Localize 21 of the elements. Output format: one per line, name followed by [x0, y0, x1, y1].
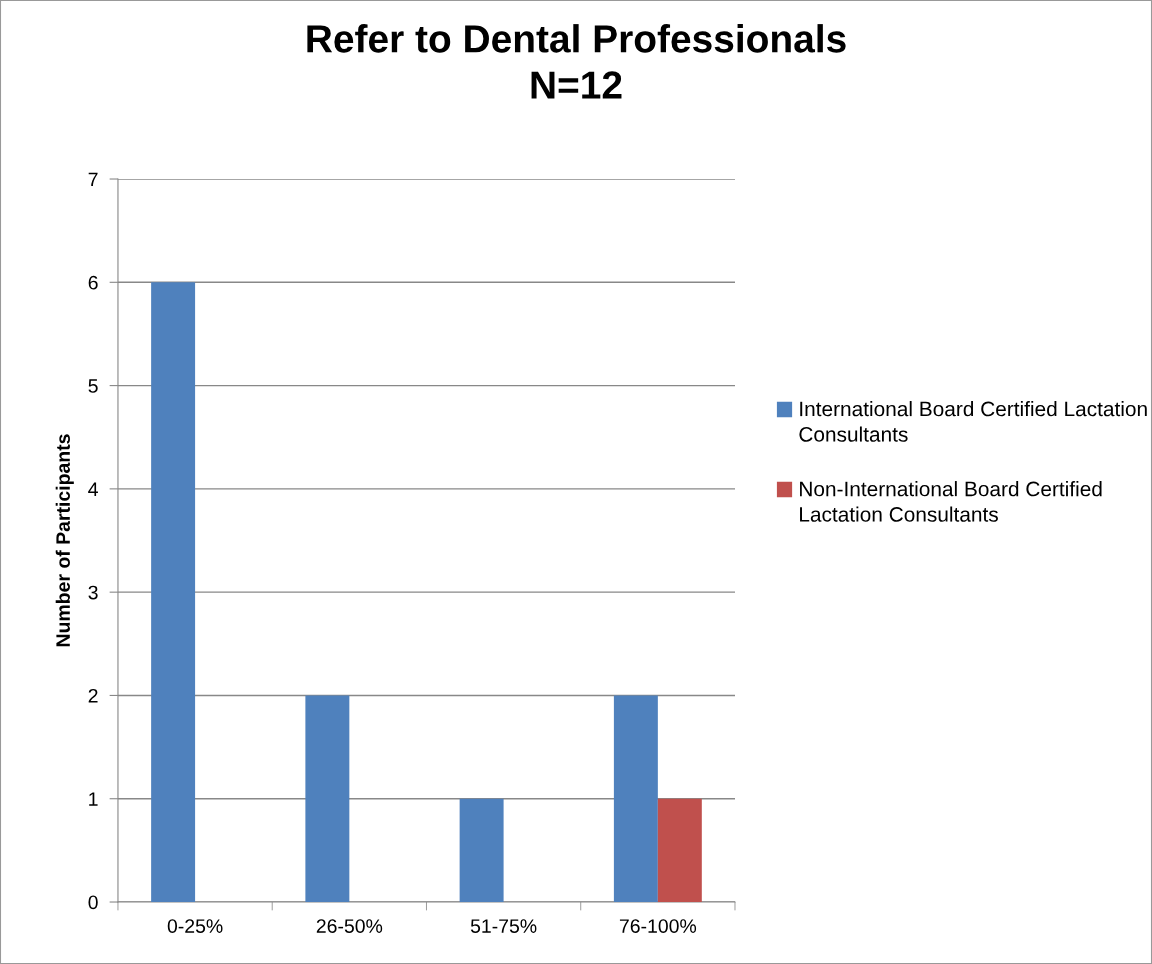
x-tick-label: 51-75%	[470, 919, 537, 933]
y-axis-title: Number of Participants	[55, 434, 74, 647]
y-tick-label: 0	[88, 895, 98, 910]
bar	[459, 798, 504, 903]
x-tick-label: 0-25%	[167, 919, 223, 933]
y-tick-label: 5	[88, 379, 98, 393]
y-tick-label: 7	[88, 172, 98, 187]
y-tick-label: 4	[88, 482, 98, 496]
y-tick-label: 2	[88, 688, 98, 703]
y-tick-label: 3	[88, 585, 98, 600]
bar	[613, 695, 658, 903]
x-tick-label: 76-100%	[619, 919, 697, 933]
bar	[657, 798, 702, 903]
bar	[151, 282, 196, 903]
chart-title: Refer to Dental Professionals N=12	[307, 24, 846, 99]
legend-label: Non-International Board Certified Lactation Consultants	[800, 481, 1102, 522]
y-tick-label: 1	[89, 792, 98, 806]
y-tick-label: 6	[88, 275, 98, 290]
bar	[305, 695, 350, 903]
legend-label: International Board Certified Lactation Consultants	[799, 401, 1147, 442]
x-tick-label: 26-50%	[316, 919, 383, 933]
